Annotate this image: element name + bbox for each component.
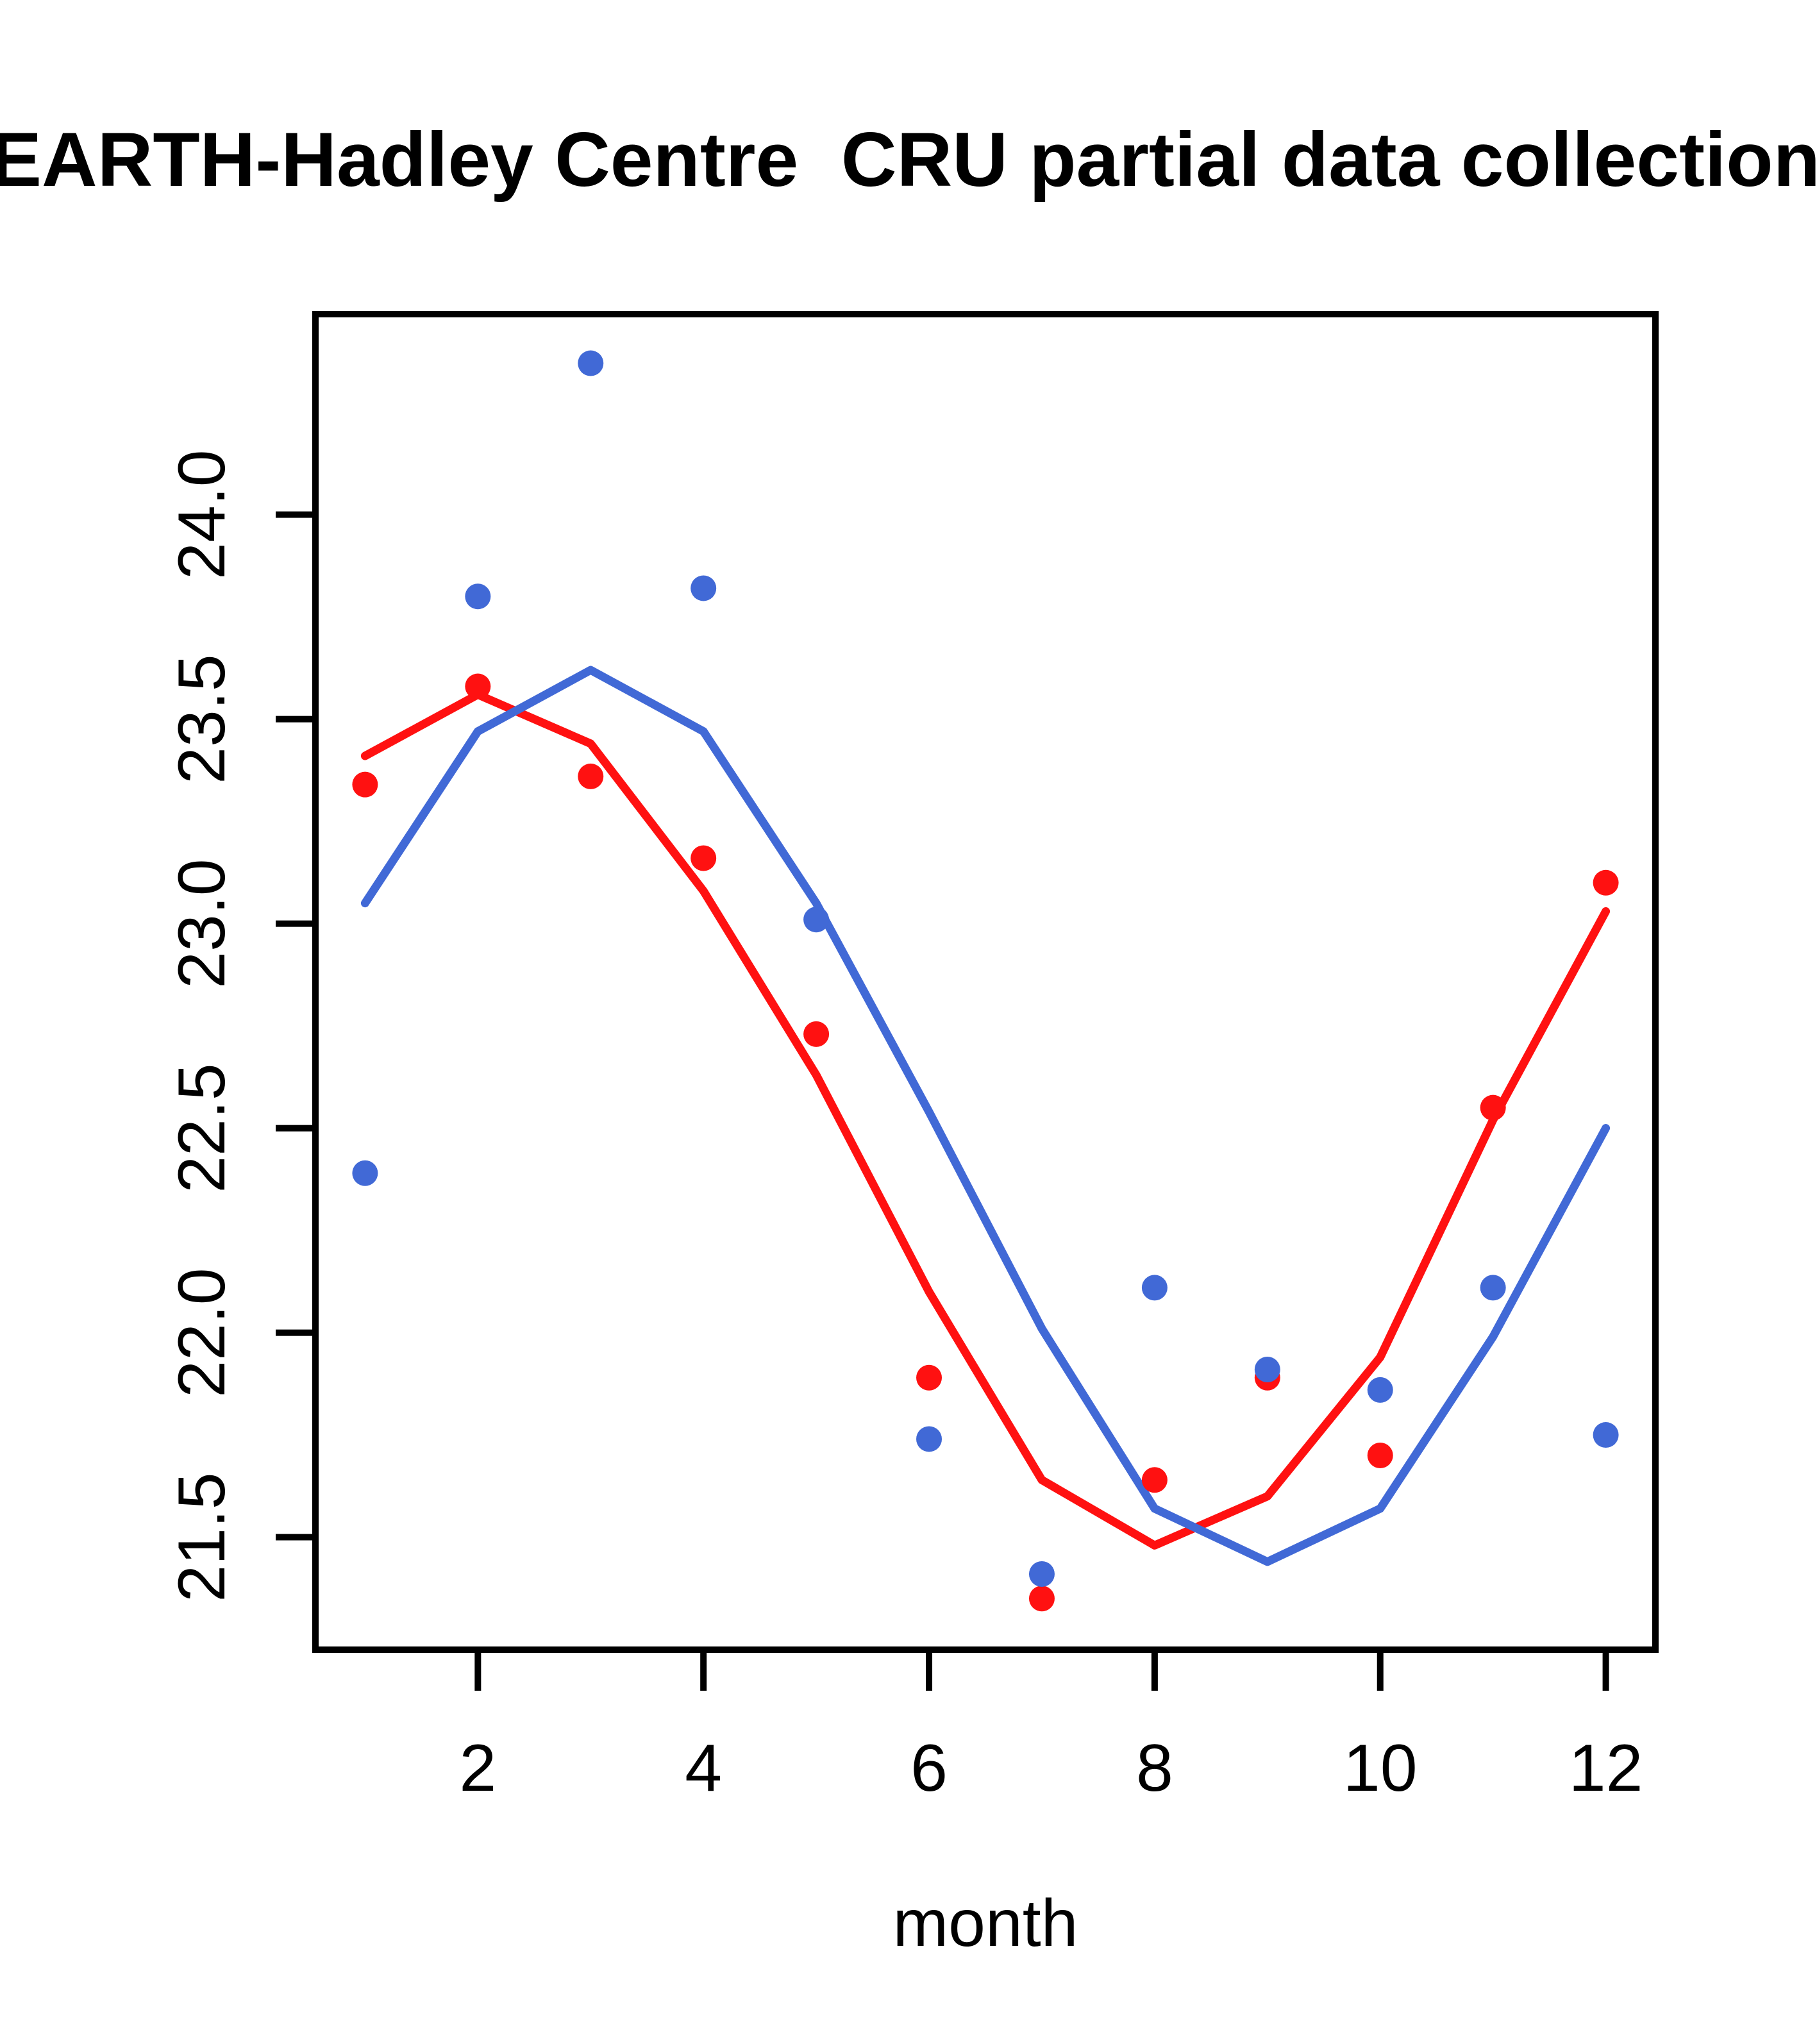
blue-point [352,1160,378,1186]
red-point [1028,1586,1055,1612]
red-point [1593,869,1619,896]
blue-point [803,907,830,933]
blue-point [578,350,604,376]
data-series [352,350,1619,1612]
x-tick-label: 12 [1569,1731,1643,1805]
red-point [1367,1442,1393,1468]
red-point [352,771,378,798]
blue-point [691,575,717,601]
red-point [465,673,491,699]
blue-point [1367,1377,1393,1403]
blue-point [1480,1275,1506,1301]
y-tick-label: 22.5 [165,1063,239,1193]
red-point [916,1364,942,1391]
red-point [1141,1467,1168,1493]
x-tick-label: 8 [1136,1731,1173,1805]
blue-point [465,583,491,610]
red-point [578,763,604,789]
blue-point [1254,1356,1280,1382]
plot-border [312,311,1659,1653]
x-tick-label: 6 [910,1731,948,1805]
red-point [803,1021,830,1047]
blue-point [1593,1422,1619,1448]
y-axis-ticks [276,511,315,1541]
x-tick-label: 10 [1343,1731,1418,1805]
red-point [691,845,717,871]
y-axis-tick-labels: 21.5 22.0 22.5 23.0 23.5 24.0 [165,449,239,1602]
x-tick-label: 4 [685,1731,722,1805]
y-tick-label: 24.0 [165,449,239,579]
x-axis-tick-labels: 2 4 6 8 10 12 [459,1731,1643,1805]
chart-title: EARTH-Hadley Centre CRU partial data col… [0,117,1817,203]
blue-point [1028,1561,1055,1587]
y-tick-label: 23.0 [165,859,239,988]
red-point [1480,1094,1506,1121]
y-tick-label: 21.5 [165,1472,239,1602]
x-axis-label: month [892,1886,1078,1961]
blue-point [916,1426,942,1452]
blue-point [1141,1275,1168,1301]
blue-fitted-line [360,666,1611,1566]
y-tick-label: 22.0 [165,1268,239,1397]
x-tick-label: 2 [459,1731,496,1805]
x-axis-ticks [474,1650,1609,1691]
y-tick-label: 23.5 [165,654,239,783]
red-fitted-line [360,690,1611,1550]
